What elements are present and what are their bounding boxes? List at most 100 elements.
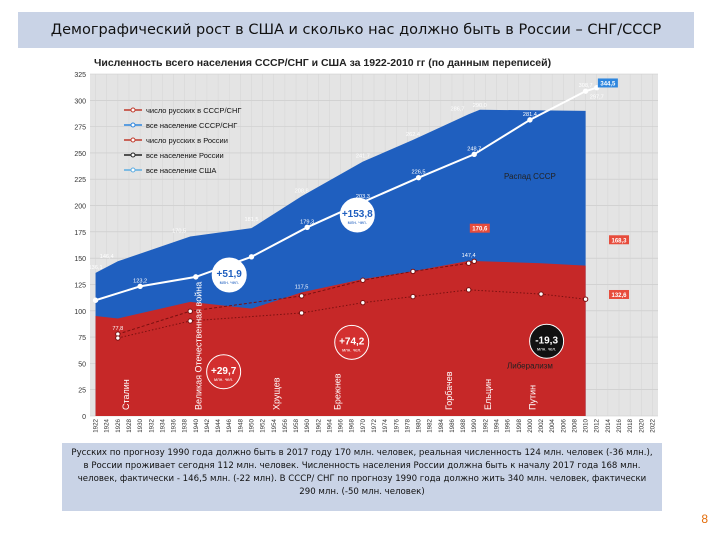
- line-usa-population-point-2: [193, 274, 199, 280]
- x-tick-31: 1984: [438, 418, 445, 432]
- value-label-4: 208,8: [295, 188, 309, 194]
- x-tick-32: 1986: [449, 418, 456, 432]
- x-tick-13: 1948: [237, 418, 244, 432]
- x-tick-4: 1930: [137, 418, 144, 432]
- y-tick-4: 100: [74, 309, 86, 316]
- x-tick-49: 2020: [638, 418, 645, 432]
- x-tick-33: 1988: [460, 418, 467, 432]
- x-tick-37: 1996: [505, 418, 512, 432]
- value-label-17: 77,8: [112, 326, 123, 332]
- value-box-label-1: 170,6: [472, 227, 488, 233]
- era-label-1: Великая Отечественная война: [193, 282, 203, 410]
- x-tick-16: 1954: [271, 418, 278, 432]
- legend-marker-4: [130, 167, 136, 173]
- x-tick-28: 1978: [404, 418, 411, 432]
- annotation-value-0: +153,8: [342, 209, 373, 220]
- x-tick-50: 2022: [649, 418, 656, 432]
- x-tick-14: 1950: [248, 418, 255, 432]
- line-usa-population-point-4: [304, 224, 310, 231]
- line-russians-russia-point-3: [360, 299, 366, 306]
- value-label-12: 226,5: [412, 170, 426, 176]
- line-usa-population-point-9: [582, 88, 589, 94]
- x-tick-30: 1982: [427, 418, 434, 432]
- value-label-15: 308,7: [579, 83, 593, 89]
- value-box-label-0: 344,5: [600, 81, 616, 87]
- value-label-7: 286,7: [451, 106, 465, 112]
- y-tick-8: 200: [74, 204, 86, 211]
- line-russians-ussr-point-5: [465, 260, 472, 266]
- x-tick-41: 2004: [549, 418, 556, 432]
- x-tick-44: 2010: [583, 418, 590, 432]
- x-tick-36: 1994: [494, 418, 501, 432]
- x-tick-34: 1990: [471, 418, 478, 432]
- y-tick-9: 225: [74, 177, 86, 184]
- x-tick-46: 2014: [605, 418, 612, 432]
- x-tick-2: 1926: [115, 418, 122, 432]
- x-tick-0: 1922: [93, 418, 100, 432]
- line-russians-russia-point-7: [582, 296, 589, 302]
- line-russians-russia-point-2: [298, 310, 305, 316]
- line-russians-russia-point-1: [187, 318, 193, 324]
- x-tick-26: 1974: [382, 418, 389, 432]
- legend: число русских в СССР/СНГ все население СС…: [124, 106, 241, 175]
- annotation-sub-3: млн. чел.: [214, 377, 233, 382]
- y-tick-11: 275: [74, 125, 86, 132]
- x-tick-8: 1938: [182, 418, 189, 432]
- line-usa-population-point-0: [92, 297, 99, 303]
- y-tick-0: 0: [82, 414, 86, 421]
- annotation-sub-0: млн. чел.: [348, 220, 367, 225]
- value-box-3: [609, 289, 630, 299]
- legend-label-0: число русских в СССР/СНГ: [146, 106, 241, 115]
- era-label-0: Сталин: [121, 379, 131, 410]
- era-label-2: Хрущев: [271, 377, 281, 410]
- line-usa-population-point-8: [527, 117, 533, 123]
- chart-svg: Численность всего населения СССР/СНГ и С…: [62, 52, 662, 440]
- x-tick-9: 1940: [193, 418, 200, 432]
- line-russians-russia: [117, 289, 586, 339]
- value-label-9: 123,2: [133, 278, 147, 284]
- line-russians-russia-point-6: [538, 291, 544, 297]
- annotation-circle-1: [211, 257, 247, 293]
- x-tick-24: 1970: [360, 418, 367, 432]
- x-tick-3: 1928: [126, 418, 133, 432]
- line-russians-russia-point-0: [115, 335, 121, 341]
- population-chart: Численность всего населения СССР/СНГ и С…: [62, 52, 662, 440]
- annotation-value-3: +29,7: [211, 366, 237, 377]
- slide-title: Демографический рост в США и сколько нас…: [18, 12, 694, 48]
- value-box-2: [609, 235, 630, 245]
- x-tick-10: 1942: [204, 418, 211, 432]
- x-tick-19: 1960: [304, 418, 311, 432]
- x-tick-22: 1966: [338, 418, 345, 432]
- era-label-4: Горбачев: [444, 371, 454, 410]
- legend-marker-3: [130, 152, 136, 158]
- value-label-14: 281,4: [523, 112, 537, 118]
- x-tick-43: 2008: [571, 418, 578, 432]
- y-tick-6: 150: [74, 256, 86, 263]
- x-tick-48: 2018: [627, 418, 634, 432]
- annotation-sub-1: млн. чел.: [220, 280, 239, 285]
- value-label-2: 170,5: [172, 229, 186, 235]
- value-label-5: 241,7: [356, 154, 370, 160]
- value-label-3: 181,5: [244, 217, 258, 223]
- x-tick-25: 1972: [371, 418, 378, 432]
- value-label-6: 262,4: [406, 132, 420, 138]
- line-russians-russia-point-5: [465, 287, 472, 293]
- value-label-16: 297,7: [590, 95, 604, 101]
- annotation-circle-0: [339, 197, 375, 233]
- x-tick-39: 2000: [527, 418, 534, 432]
- x-tick-5: 1932: [148, 418, 155, 432]
- value-box-0: [597, 78, 618, 88]
- line-russians-ussr-point-3: [360, 277, 366, 283]
- annotation-text-6: Либерализм: [507, 362, 553, 371]
- x-tick-35: 1992: [482, 418, 489, 432]
- x-tick-20: 1962: [315, 418, 322, 432]
- era-label-3: Брежнев: [333, 373, 343, 410]
- y-tick-7: 175: [74, 230, 86, 237]
- value-label-1: 136,1: [89, 265, 103, 271]
- legend-marker-0: [130, 107, 136, 113]
- value-label-10: 179,3: [300, 219, 314, 225]
- y-tick-1: 25: [78, 388, 86, 395]
- value-box-label-2: 168,3: [612, 238, 628, 244]
- x-tick-18: 1958: [293, 418, 300, 432]
